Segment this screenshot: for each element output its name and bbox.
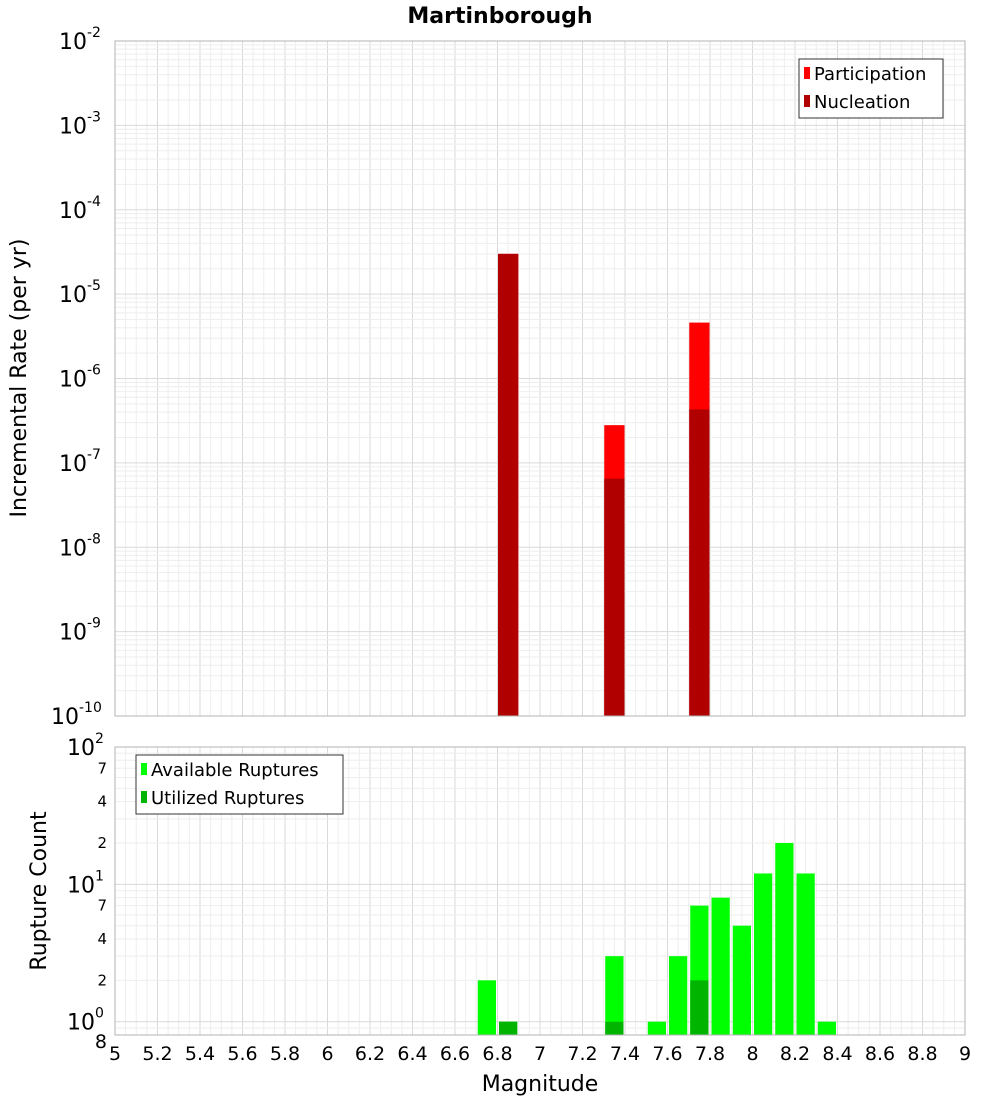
bar-nucleation-0 bbox=[498, 253, 519, 716]
x-tick-label: 5.8 bbox=[270, 1043, 300, 1065]
bar-available-ruptures-3 bbox=[647, 1021, 666, 1035]
y-tick-label: 2 bbox=[97, 971, 107, 989]
bottom-y-axis-title: Rupture Count bbox=[27, 811, 52, 971]
bar-available-ruptures-6 bbox=[711, 897, 730, 1035]
top-legend: Participation Nucleation bbox=[798, 58, 944, 119]
y-tick-exponent: -3 bbox=[87, 109, 101, 125]
legend-box bbox=[135, 754, 344, 815]
y-tick-label: 10 bbox=[59, 452, 87, 477]
x-tick-label: 7.2 bbox=[567, 1043, 597, 1065]
y-tick-label: 10 bbox=[59, 283, 87, 308]
bar-utilized-ruptures-2 bbox=[690, 980, 709, 1035]
y-tick-exponent: 1 bbox=[95, 868, 104, 884]
legend-swatch-1 bbox=[804, 95, 810, 107]
y-tick-label: 4 bbox=[97, 793, 107, 811]
y-tick-exponent: -8 bbox=[87, 531, 101, 547]
top-y-ticks: 10-210-310-410-510-610-710-810-910-10 bbox=[51, 25, 102, 730]
top-bars bbox=[498, 253, 710, 716]
bottom-plot-frame bbox=[114, 746, 966, 1036]
legend-swatch-1 bbox=[141, 791, 147, 803]
x-tick-label: 6.2 bbox=[355, 1043, 385, 1065]
bar-available-ruptures-4 bbox=[669, 956, 688, 1035]
bar-available-ruptures-11 bbox=[817, 1021, 836, 1035]
y-tick-label: 10 bbox=[59, 114, 87, 139]
x-tick-label: 5.6 bbox=[227, 1043, 257, 1065]
y-tick-label: 10 bbox=[59, 199, 87, 224]
y-tick-exponent: -6 bbox=[87, 363, 101, 379]
y-tick-exponent: -5 bbox=[87, 278, 101, 294]
x-tick-label: 8.2 bbox=[780, 1043, 810, 1065]
bar-nucleation-2 bbox=[689, 409, 710, 716]
bar-available-ruptures-9 bbox=[775, 843, 794, 1035]
x-tick-label: 5 bbox=[109, 1043, 121, 1065]
chart-title: Martinborough bbox=[407, 4, 592, 29]
x-tick-label: 6.6 bbox=[440, 1043, 470, 1065]
bar-nucleation-1 bbox=[604, 478, 625, 716]
x-tick-label: 8 bbox=[746, 1043, 758, 1065]
bar-available-ruptures-8 bbox=[754, 873, 773, 1035]
y-tick-label: 4 bbox=[97, 930, 107, 948]
x-tick-label: 6.8 bbox=[482, 1043, 512, 1065]
top-grid bbox=[114, 41, 966, 717]
x-tick-label: 7.4 bbox=[610, 1043, 640, 1065]
top-plot-panel: 10-210-310-410-510-610-710-810-910-10 In… bbox=[7, 25, 966, 730]
x-tick-label: 5.4 bbox=[185, 1043, 215, 1065]
bottom-bars bbox=[477, 843, 836, 1035]
bar-utilized-ruptures-1 bbox=[605, 1021, 624, 1035]
y-tick-label: 2 bbox=[97, 834, 107, 852]
x-tick-label: 7.6 bbox=[652, 1043, 682, 1065]
y-tick-label: 10 bbox=[59, 30, 87, 55]
bar-available-ruptures-2 bbox=[605, 956, 624, 1035]
y-tick-label: 10 bbox=[67, 873, 95, 898]
legend-label-0: Participation bbox=[814, 64, 926, 85]
y-tick-exponent: 0 bbox=[95, 1006, 104, 1022]
x-tick-label: 7.8 bbox=[695, 1043, 725, 1065]
x-tick-label: 8.6 bbox=[865, 1043, 895, 1065]
y-tick-label: 10 bbox=[51, 705, 79, 730]
legend-label-1: Nucleation bbox=[814, 92, 910, 113]
x-tick-label: 6 bbox=[321, 1043, 333, 1065]
x-tick-label: 5.2 bbox=[142, 1043, 172, 1065]
legend-label-0: Available Ruptures bbox=[151, 760, 319, 781]
y-tick-exponent: -2 bbox=[87, 25, 101, 41]
x-axis-title: Magnitude bbox=[482, 1072, 599, 1097]
y-tick-label: 10 bbox=[59, 621, 87, 646]
legend-swatch-0 bbox=[141, 763, 147, 775]
y-tick-label: 7 bbox=[97, 897, 107, 915]
y-tick-label: 10 bbox=[67, 1011, 95, 1036]
bar-available-ruptures-7 bbox=[732, 925, 751, 1035]
y-tick-exponent: -10 bbox=[79, 700, 102, 716]
legend-swatch-0 bbox=[804, 67, 810, 79]
y-tick-exponent: 2 bbox=[95, 731, 104, 747]
y-tick-label: 8 bbox=[95, 1031, 107, 1053]
bottom-legend: Available Ruptures Utilized Ruptures bbox=[135, 754, 344, 815]
y-tick-label: 7 bbox=[97, 759, 107, 777]
legend-box bbox=[798, 58, 944, 119]
x-tick-label: 9 bbox=[959, 1043, 971, 1065]
x-tick-label: 7 bbox=[534, 1043, 546, 1065]
y-tick-label: 10 bbox=[59, 536, 87, 561]
bar-available-ruptures-10 bbox=[796, 873, 815, 1035]
top-y-axis-title: Incremental Rate (per yr) bbox=[7, 239, 32, 518]
y-tick-exponent: -7 bbox=[87, 447, 101, 463]
x-tick-label: 8.4 bbox=[822, 1043, 852, 1065]
y-tick-exponent: -9 bbox=[87, 616, 101, 632]
top-plot-frame bbox=[114, 40, 966, 717]
y-tick-label: 10 bbox=[59, 368, 87, 393]
y-tick-exponent: -4 bbox=[87, 194, 101, 210]
x-tick-label: 8.8 bbox=[907, 1043, 937, 1065]
bar-utilized-ruptures-0 bbox=[499, 1021, 518, 1035]
x-tick-label: 6.4 bbox=[397, 1043, 427, 1065]
bar-available-ruptures-0 bbox=[477, 980, 496, 1035]
y-tick-label: 10 bbox=[67, 736, 95, 761]
legend-label-1: Utilized Ruptures bbox=[151, 788, 304, 809]
x-ticks: 5 5.2 5.4 5.6 5.8 6 6.2 6.4 6.6 6.8 7 7.2 7.4 7.6 7.8 8… bbox=[109, 1043, 971, 1065]
